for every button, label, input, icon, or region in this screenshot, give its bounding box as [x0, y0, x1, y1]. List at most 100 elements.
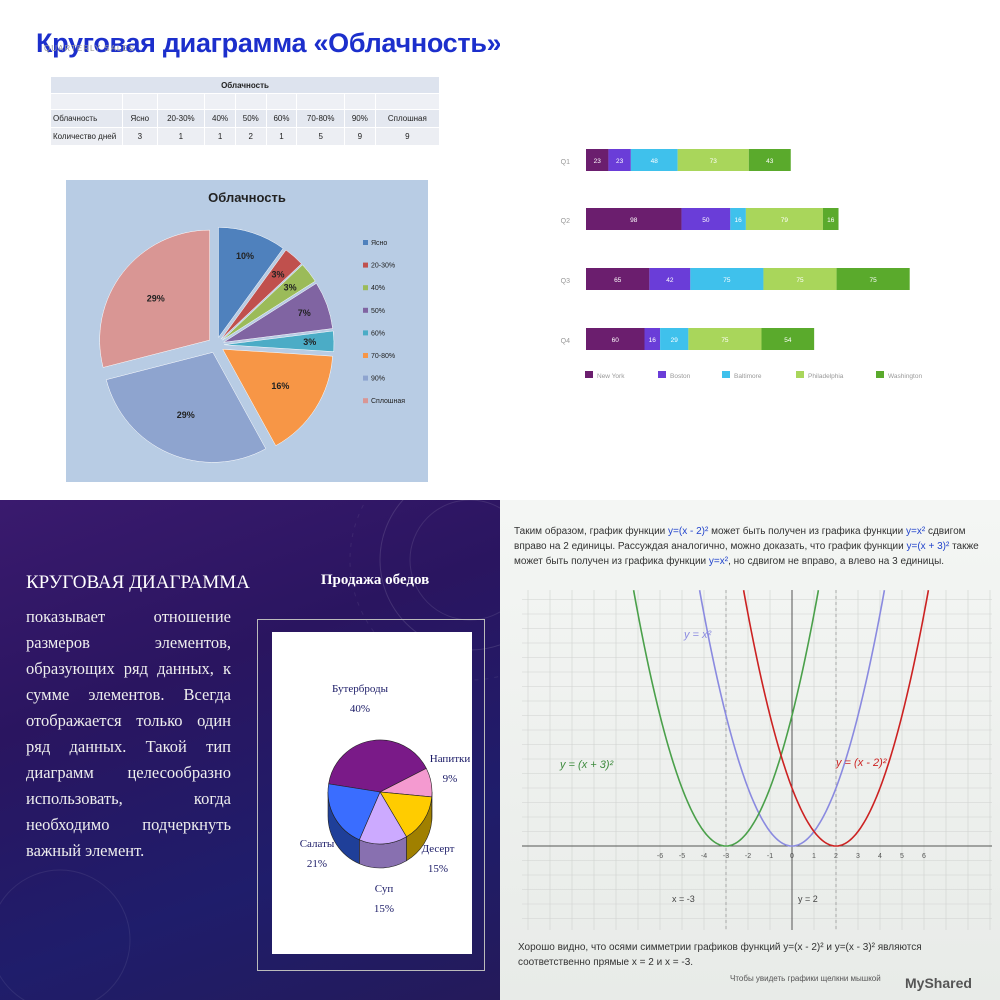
- legend-swatch: [585, 371, 593, 378]
- data-label: 29%: [177, 410, 195, 420]
- pie-slice: [99, 229, 210, 368]
- data-label: 9%: [443, 773, 458, 785]
- category-label: Q3: [561, 278, 570, 285]
- table-header: Облачность: [50, 76, 440, 94]
- parabola-curve: [698, 590, 886, 847]
- pie-slice: [105, 352, 267, 463]
- bar-segment: [822, 208, 839, 230]
- tick-label: 4: [878, 853, 882, 860]
- conclusion-text: Хорошо видно, что осями симметрии график…: [518, 942, 922, 968]
- legend-label: 60%: [371, 330, 385, 337]
- bar-segment: [763, 268, 837, 290]
- tick-label: 1: [812, 853, 816, 860]
- pie-slice: [222, 349, 333, 447]
- text-part: Таким образом, график функции: [514, 526, 669, 537]
- bar-segment: [660, 328, 689, 350]
- tick-label: -1: [767, 853, 773, 860]
- line-label: x = -3: [672, 894, 695, 904]
- legend-swatch: [876, 371, 884, 378]
- explanation-text: Таким образом, график функции y=(x - 2)²…: [514, 524, 992, 569]
- stacked-bar-chart: Q1 23 23 48 73 43 Q2 98 50 16 79 16 Q3 65 42 75 75 75 Q4 60…: [561, 149, 922, 380]
- category-label: Напитки: [430, 753, 471, 765]
- pie-3d-chart: Бутерброды 40% Напитки 9% Десерт 15% Суп 15% Сал…: [300, 683, 471, 915]
- pie-slice: [328, 739, 427, 793]
- legend-label: 40%: [371, 285, 385, 292]
- data-label: 29%: [147, 293, 165, 303]
- data-label: 16: [734, 217, 742, 224]
- table-cell: 60%: [265, 109, 298, 128]
- legend-label: Ясно: [371, 240, 387, 247]
- data-label: 50: [702, 217, 710, 224]
- hint-text: Чтобы увидеть графики щелкни мышкой: [730, 974, 881, 983]
- legend-swatch: [363, 353, 368, 358]
- table-cell: 20-30%: [156, 109, 206, 128]
- category-label: Q2: [561, 218, 570, 225]
- bar-segment: [836, 268, 910, 290]
- category-label: Q4: [561, 338, 570, 345]
- bar-segment: [748, 149, 791, 171]
- bar-segment: [586, 149, 609, 171]
- bar-segment: [690, 268, 764, 290]
- bar-segment: [649, 268, 691, 290]
- data-label: 98: [630, 217, 638, 224]
- tick-label: -5: [679, 853, 685, 860]
- cloudiness-chart: Облачность 10% 3% 3% 7% 3% 16% 29% 29% Ясно 20-30…: [66, 180, 428, 482]
- data-label: 23: [616, 158, 624, 165]
- bar-segment: [586, 268, 650, 290]
- data-label: 3%: [284, 283, 297, 293]
- chart-title: Облачность: [208, 190, 286, 205]
- data-label: 16: [827, 217, 835, 224]
- pie-slice: [327, 783, 381, 841]
- data-label: 73: [710, 158, 718, 165]
- legend-label: Сплошная: [371, 398, 405, 405]
- watermark-logo: MyShared: [905, 975, 972, 991]
- pie-slice: [223, 330, 335, 352]
- table-cell: 5: [296, 127, 345, 146]
- category-label: Десерт: [422, 843, 455, 855]
- pie-slice: [222, 264, 316, 341]
- data-label: 75: [796, 277, 804, 284]
- table-row: Облачность Ясно 20-30% 40% 50% 60% 70-80% 90% С…: [50, 109, 441, 128]
- data-label: 21%: [307, 858, 327, 870]
- bar-segment: [630, 149, 678, 171]
- formula: y=(x - 2)²: [668, 526, 709, 537]
- data-label: 16: [649, 337, 657, 344]
- sales-slide: [500, 0, 1000, 500]
- data-label: 40%: [350, 703, 370, 715]
- function-graph: -6-5-4-3-2-10123456y = x²y = (x + 3)²y =…: [522, 590, 992, 930]
- cloudiness-table: Облачность Облачность Ясно 20-30% 40% 50% 60…: [50, 76, 441, 146]
- data-label: 3%: [272, 270, 285, 280]
- pie-slice: [218, 227, 284, 339]
- section-heading: КРУГОВАЯ ДИАГРАММА: [26, 572, 250, 593]
- legend-label: Washington: [888, 373, 922, 380]
- table-cell: 9: [374, 127, 441, 146]
- curve-label: y = (x - 2)²: [835, 757, 887, 769]
- tick-label: -6: [657, 853, 663, 860]
- bar-segment: [586, 208, 682, 230]
- data-label: 75: [723, 277, 731, 284]
- legend-label: Baltimore: [734, 373, 762, 380]
- legend-swatch: [363, 330, 368, 336]
- formula: y=(x + 3)²: [906, 541, 950, 552]
- bar-segment: [761, 328, 815, 350]
- data-label: 3%: [303, 337, 316, 347]
- text-part: сдвигом вправо на 2 единицы. Рассуждая а…: [514, 526, 966, 552]
- table-cell: 3: [122, 127, 158, 146]
- table-cell: 50%: [234, 109, 267, 128]
- parabola-curve: [632, 590, 820, 847]
- text-part: , но сдвигом не вправо, а влево на 3 еди…: [728, 556, 945, 567]
- table-cell: 70-80%: [296, 109, 345, 128]
- tick-label: -4: [701, 853, 707, 860]
- legend-label: 20-30%: [371, 263, 395, 270]
- legend-label: New York: [597, 373, 625, 380]
- tick-label: 3: [856, 853, 860, 860]
- pie-slice: [358, 791, 407, 845]
- row-label: Количество дней: [50, 127, 123, 146]
- legend-swatch: [363, 398, 368, 404]
- tick-label: 0: [790, 853, 794, 860]
- tick-label: 5: [900, 853, 904, 860]
- row-label: Облачность: [50, 109, 123, 128]
- data-label: 10%: [236, 251, 254, 261]
- line-label: y = 2: [798, 894, 818, 904]
